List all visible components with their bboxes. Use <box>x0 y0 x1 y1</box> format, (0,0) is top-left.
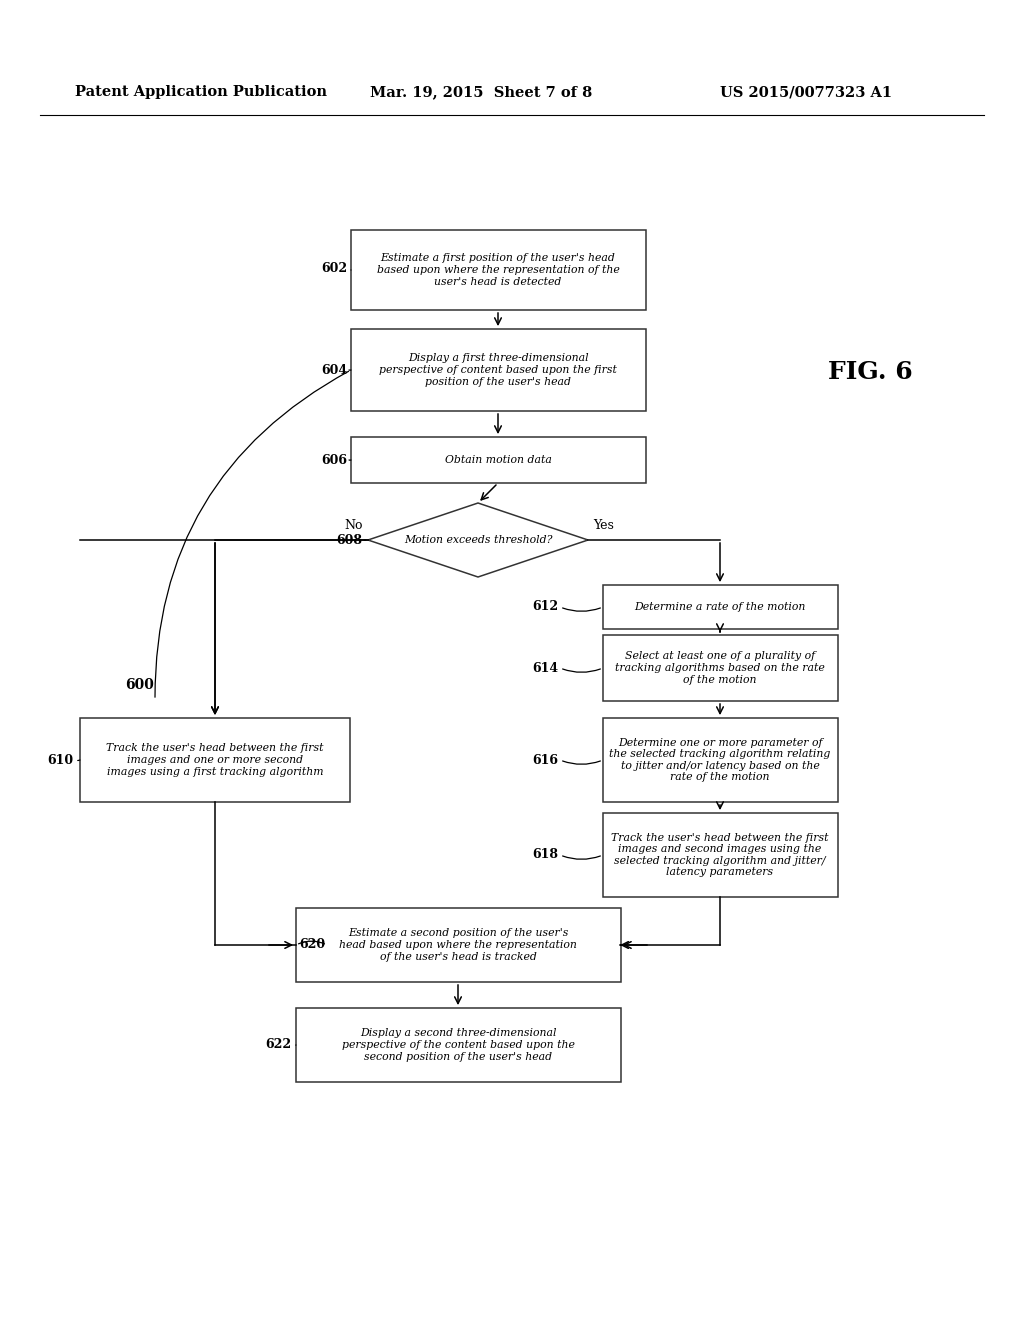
FancyBboxPatch shape <box>80 718 350 803</box>
FancyBboxPatch shape <box>602 813 838 898</box>
Text: Determine a rate of the motion: Determine a rate of the motion <box>634 602 806 612</box>
Text: 606: 606 <box>321 454 347 466</box>
Text: 602: 602 <box>321 261 347 275</box>
FancyBboxPatch shape <box>296 908 621 982</box>
FancyBboxPatch shape <box>602 718 838 803</box>
Polygon shape <box>368 503 588 577</box>
Text: US 2015/0077323 A1: US 2015/0077323 A1 <box>720 84 892 99</box>
Text: Yes: Yes <box>593 519 613 532</box>
Text: Display a second three-dimensional
perspective of the content based upon the
sec: Display a second three-dimensional persp… <box>342 1028 574 1061</box>
Text: Track the user's head between the first
images and second images using the
selec: Track the user's head between the first … <box>611 833 828 878</box>
Text: Mar. 19, 2015  Sheet 7 of 8: Mar. 19, 2015 Sheet 7 of 8 <box>370 84 592 99</box>
Text: No: No <box>344 519 362 532</box>
Text: Obtain motion data: Obtain motion data <box>444 455 552 465</box>
Text: FIG. 6: FIG. 6 <box>827 360 912 384</box>
Text: Patent Application Publication: Patent Application Publication <box>75 84 327 99</box>
Text: 604: 604 <box>321 363 347 376</box>
Text: 612: 612 <box>531 601 558 614</box>
FancyBboxPatch shape <box>350 329 645 411</box>
FancyBboxPatch shape <box>602 585 838 630</box>
Text: Track the user's head between the first
images and one or more second
images usi: Track the user's head between the first … <box>106 743 324 776</box>
FancyBboxPatch shape <box>350 437 645 483</box>
Text: 610: 610 <box>47 754 73 767</box>
Text: Display a first three-dimensional
perspective of content based upon the first
po: Display a first three-dimensional perspe… <box>379 354 616 387</box>
Text: 608: 608 <box>336 533 362 546</box>
FancyBboxPatch shape <box>350 230 645 310</box>
Text: 620: 620 <box>299 939 325 952</box>
Text: 614: 614 <box>531 661 558 675</box>
Text: Estimate a first position of the user's head
based upon where the representation: Estimate a first position of the user's … <box>377 253 620 286</box>
Text: Estimate a second position of the user's
head based upon where the representatio: Estimate a second position of the user's… <box>339 928 577 961</box>
Text: 616: 616 <box>532 754 558 767</box>
Text: 618: 618 <box>532 849 558 862</box>
Text: 600: 600 <box>126 678 155 692</box>
Text: Select at least one of a plurality of
tracking algorithms based on the rate
of t: Select at least one of a plurality of tr… <box>615 651 825 685</box>
Text: Determine one or more parameter of
the selected tracking algorithm relating
to j: Determine one or more parameter of the s… <box>609 738 830 783</box>
Text: 622: 622 <box>265 1039 291 1052</box>
FancyBboxPatch shape <box>602 635 838 701</box>
Text: Motion exceeds threshold?: Motion exceeds threshold? <box>403 535 552 545</box>
FancyBboxPatch shape <box>296 1008 621 1082</box>
